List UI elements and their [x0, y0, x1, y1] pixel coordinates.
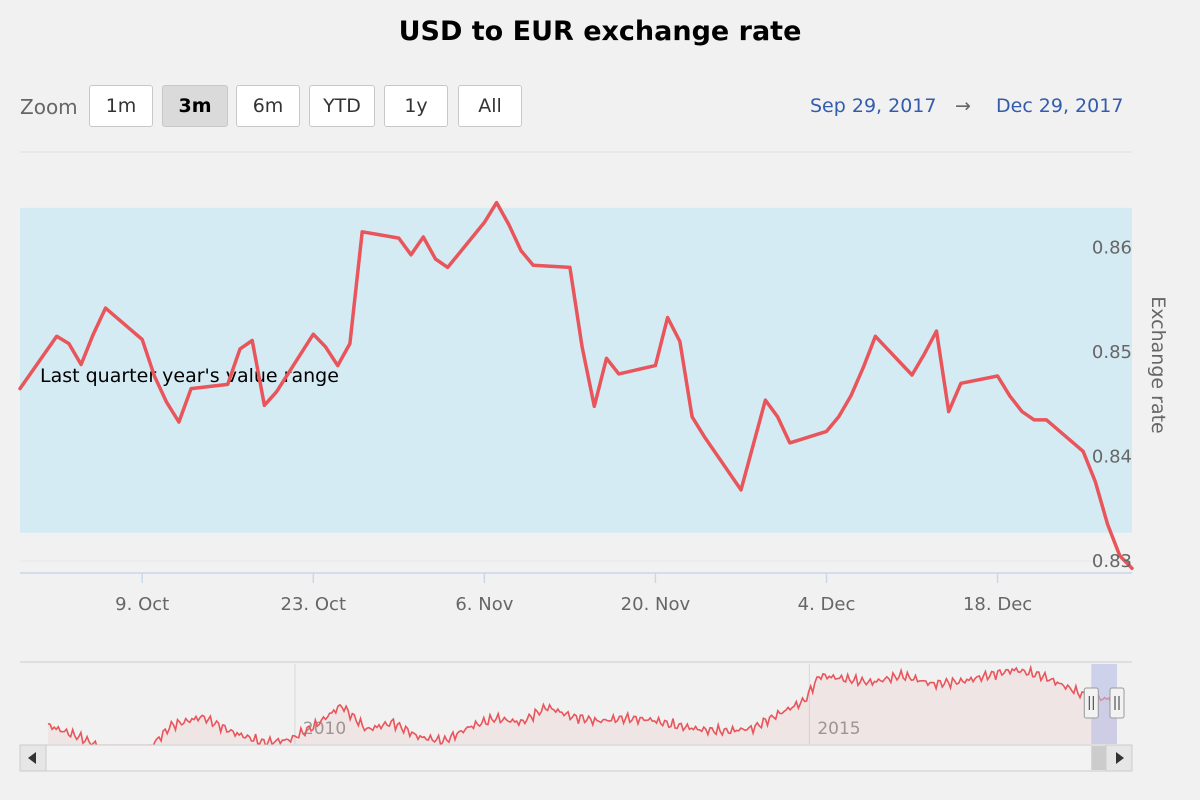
zoom-all-button[interactable]: All [458, 85, 522, 127]
arrow-right-icon [1116, 752, 1124, 764]
y-tick-label: 0.84 [1092, 447, 1132, 468]
navigator-area [48, 667, 1117, 759]
y-tick-label: 0.86 [1092, 238, 1132, 259]
x-tick-label: 18. Dec [963, 594, 1032, 615]
range-arrow: → [955, 95, 971, 117]
navigator-series [47, 664, 1118, 761]
y-axis-label: Exchange rate [1147, 296, 1169, 433]
x-tick-label: 6. Nov [455, 594, 513, 615]
x-tick-label: 20. Nov [621, 594, 691, 615]
navigator-left-handle[interactable] [1083, 687, 1099, 719]
chart-title: USD to EUR exchange rate [398, 16, 802, 47]
y-tick-label: 0.85 [1092, 342, 1132, 363]
zoom-1m-button[interactable]: 1m [89, 85, 153, 127]
zoom-label: Zoom [20, 95, 78, 119]
range-to-input[interactable]: Dec 29, 2017 [996, 95, 1124, 117]
x-tick-label: 9. Oct [115, 594, 169, 615]
range-from-input[interactable]: Sep 29, 2017 [810, 95, 937, 117]
navigator-line [47, 664, 1118, 761]
x-tick-label: 4. Dec [798, 594, 856, 615]
zoom-ytd-button[interactable]: YTD [309, 85, 375, 127]
x-axis-ticks: 9. Oct 23. Oct 6. Nov 20. Nov 4. Dec 18. Dec [115, 573, 1032, 615]
x-tick-label: 23. Oct [281, 594, 346, 615]
y-axis-ticks: 0.83 0.84 0.85 0.86 [1092, 238, 1132, 573]
navigator-right-handle[interactable] [1109, 687, 1125, 719]
handle-body [1083, 687, 1099, 719]
value-range-band [20, 207, 1132, 533]
scrollbar-track[interactable] [19, 744, 1133, 772]
handle-body [1109, 687, 1125, 719]
series-line [18, 200, 1134, 571]
band-label: Last quarter year's value range [40, 365, 339, 387]
zoom-6m-button[interactable]: 6m [236, 85, 300, 127]
y-tick-label: 0.83 [1092, 551, 1132, 572]
zoom-3m-button[interactable]: 3m [162, 85, 228, 127]
series-layer [18, 200, 1134, 571]
arrow-left-icon [28, 752, 36, 764]
navigator-year-label: 2015 [817, 719, 860, 739]
zoom-1y-button[interactable]: 1y [384, 85, 448, 127]
